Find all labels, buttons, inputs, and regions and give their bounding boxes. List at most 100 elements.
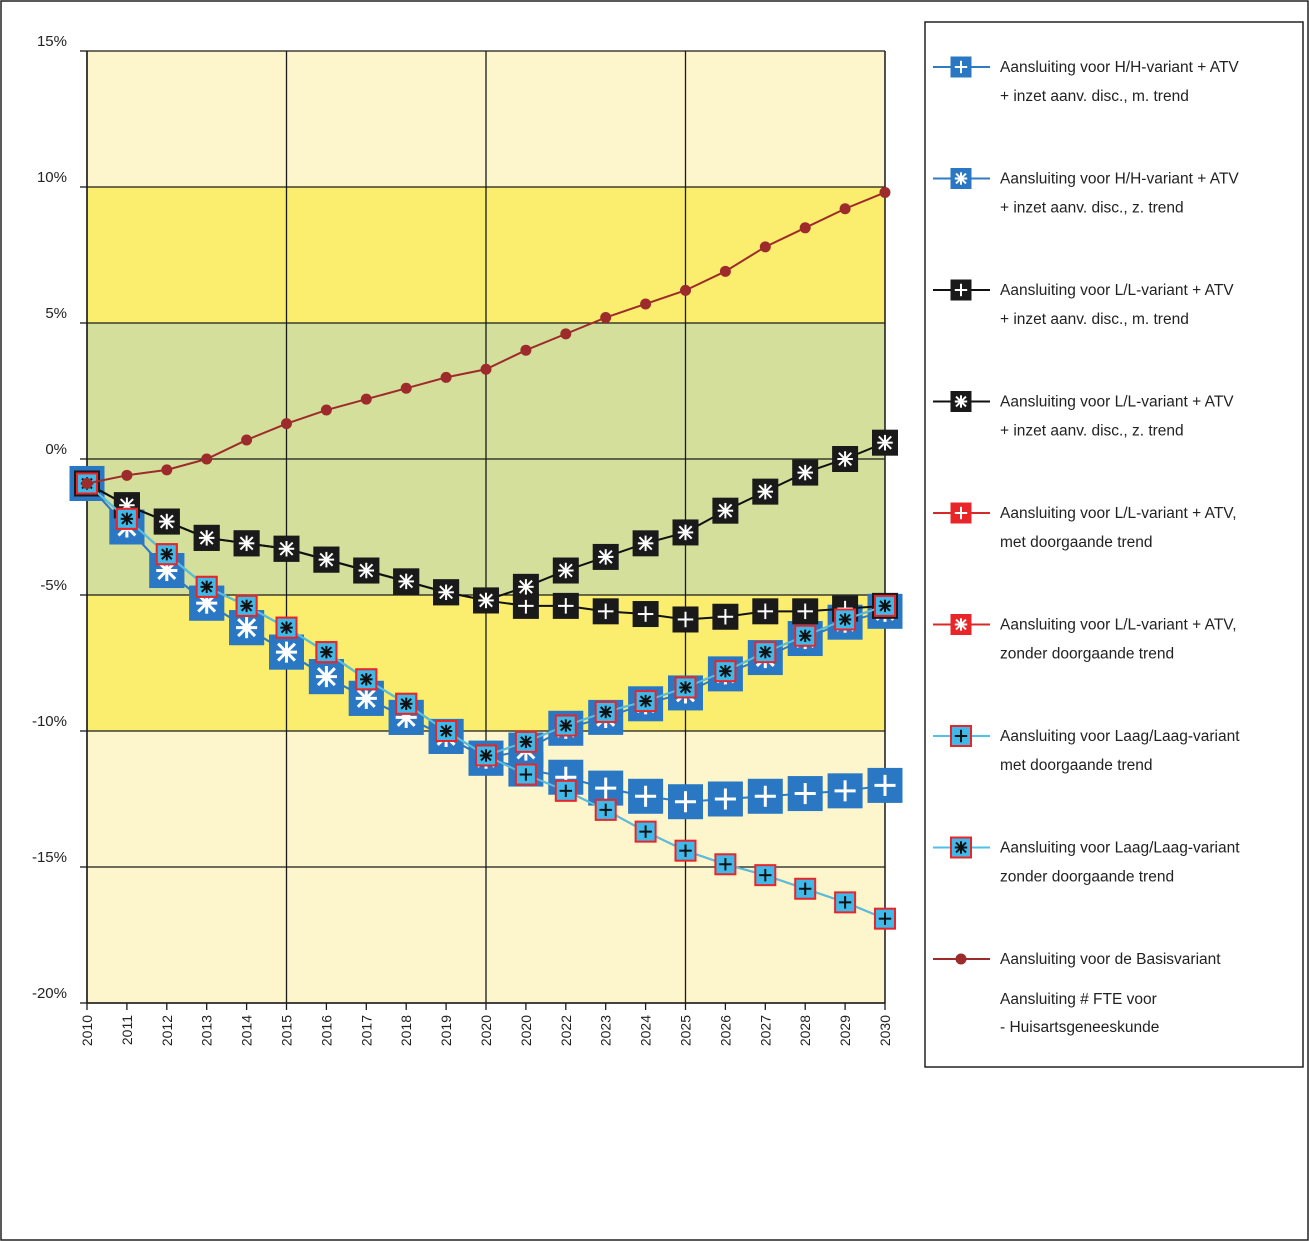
marker-glyph-d2: [159, 514, 174, 529]
data-point: [752, 478, 779, 505]
data-point: [81, 477, 93, 489]
legend-entry-2: Aansluiting voor L/L-variant + ATV + inze…: [933, 279, 1234, 328]
data-point: [792, 598, 819, 625]
legend-label: zonder doorgaande trend: [1000, 869, 1174, 886]
data-point: [874, 907, 896, 930]
data-point: [759, 241, 771, 253]
data-point: [640, 298, 652, 310]
data-point: [155, 543, 178, 566]
legend-label: Aansluiting voor L/L-variant + ATV: [1000, 282, 1234, 299]
legend-entry-5: Aansluiting voor L/L-variant + ATV, zonde…: [933, 614, 1237, 663]
legend-label: met doorgaande trend: [1000, 757, 1153, 774]
legend-marker: [950, 279, 972, 301]
x-tick-label: 2017: [358, 1015, 374, 1046]
data-point: [719, 265, 731, 277]
legend-entry-1: Aansluiting voor H/H-variant + ATV + inze…: [933, 168, 1239, 217]
legend-entry-6: Aansluiting voor Laag/Laag-variant met do…: [933, 725, 1240, 774]
marker-glyph-d2: [558, 563, 573, 578]
data-point: [400, 382, 412, 394]
data-point: [672, 606, 699, 633]
legend-label: Aansluiting voor de Basisvariant: [1000, 951, 1221, 968]
marker-glyph-d2: [279, 541, 294, 556]
data-point: [193, 524, 220, 551]
legend-marker: [950, 391, 972, 412]
data-point: [395, 692, 418, 715]
marker-glyph-d2: [239, 536, 254, 551]
x-tick-label: 2012: [159, 1015, 175, 1046]
data-point: [799, 222, 811, 234]
x-tick-label: 2027: [757, 1015, 773, 1046]
data-point: [115, 507, 138, 530]
series-layer: [69, 186, 903, 930]
data-point: [435, 720, 458, 742]
data-point: [514, 730, 537, 753]
marker-glyph-d2: [839, 613, 851, 626]
legend-label: Aansluiting voor H/H-variant + ATV: [1000, 59, 1239, 76]
data-point: [867, 767, 903, 803]
marker-glyph-d2: [955, 172, 967, 185]
data-point: [360, 393, 372, 405]
data-point: [552, 592, 579, 619]
legend-label: Aansluiting voor L/L-variant + ATV,: [1000, 505, 1237, 522]
legend-label: + inzet aanv. disc., z. trend: [1000, 200, 1184, 217]
marker-glyph-d2: [480, 749, 492, 762]
data-point: [754, 641, 777, 664]
y-tick-label: 15%: [37, 33, 67, 50]
data-point: [554, 714, 577, 737]
x-tick-label: 2018: [398, 1015, 414, 1046]
legend-label: met doorgaande trend: [1000, 534, 1153, 551]
data-point: [393, 568, 420, 595]
legend-label: Aansluiting voor L/L-variant + ATV,: [1000, 617, 1237, 634]
x-tick-label: 2023: [598, 1015, 614, 1046]
legend-note: - Huisartsgeneeskunde: [1000, 1019, 1159, 1036]
x-tick-label: 2026: [717, 1015, 733, 1046]
marker-glyph-d2: [955, 395, 967, 408]
data-point: [632, 601, 659, 628]
data-point: [712, 497, 739, 524]
data-point: [680, 284, 691, 296]
data-point: [269, 634, 304, 670]
marker-glyph-d2: [598, 550, 613, 564]
marker-glyph-d2: [719, 665, 732, 677]
x-tick-label: 2020: [518, 1015, 534, 1046]
data-point: [594, 798, 617, 821]
legend-entry-7: Aansluiting voor Laag/Laag-variant zonder…: [933, 836, 1240, 886]
data-point: [747, 778, 783, 814]
series-3: [74, 429, 898, 614]
marker-glyph-d2: [758, 484, 773, 499]
series-7: [76, 472, 896, 767]
data-point: [714, 853, 737, 876]
legend-label: + inzet aanv. disc., z. trend: [1000, 423, 1184, 440]
data-point: [600, 312, 612, 324]
data-point: [628, 778, 664, 814]
data-point: [433, 579, 460, 606]
data-point: [512, 573, 539, 600]
legend-label: + inzet aanv. disc., m. trend: [1000, 311, 1189, 328]
marker-glyph-d2: [399, 574, 414, 589]
x-tick-label: 2022: [558, 1015, 574, 1046]
legend-marker: [950, 614, 972, 635]
x-tick-label: 2011: [119, 1015, 135, 1045]
marker-box: [313, 546, 340, 573]
data-point: [794, 624, 817, 647]
marker-glyph-d2: [439, 585, 454, 600]
legend-label: Aansluiting voor H/H-variant + ATV: [1000, 171, 1239, 188]
legend-box: [924, 21, 1304, 1068]
marker-glyph-d2: [201, 581, 213, 593]
data-point: [872, 429, 898, 456]
legend-entry-4: Aansluiting voor L/L-variant + ATV, met d…: [933, 502, 1237, 551]
marker-glyph-d2: [798, 465, 813, 480]
x-tick-label: 2028: [797, 1015, 813, 1046]
legend-note: Aansluiting # FTE voor: [1000, 991, 1157, 1008]
y-tick-label: -10%: [32, 713, 67, 730]
marker-glyph-d2: [678, 525, 693, 540]
data-point: [594, 700, 617, 723]
y-tick-label: 5%: [45, 305, 67, 322]
data-point: [520, 344, 532, 356]
data-point: [592, 543, 619, 570]
data-point: [320, 404, 332, 416]
data-point: [275, 616, 298, 639]
data-point: [874, 594, 896, 617]
data-point: [832, 446, 859, 472]
marker-glyph-d2: [955, 618, 967, 631]
